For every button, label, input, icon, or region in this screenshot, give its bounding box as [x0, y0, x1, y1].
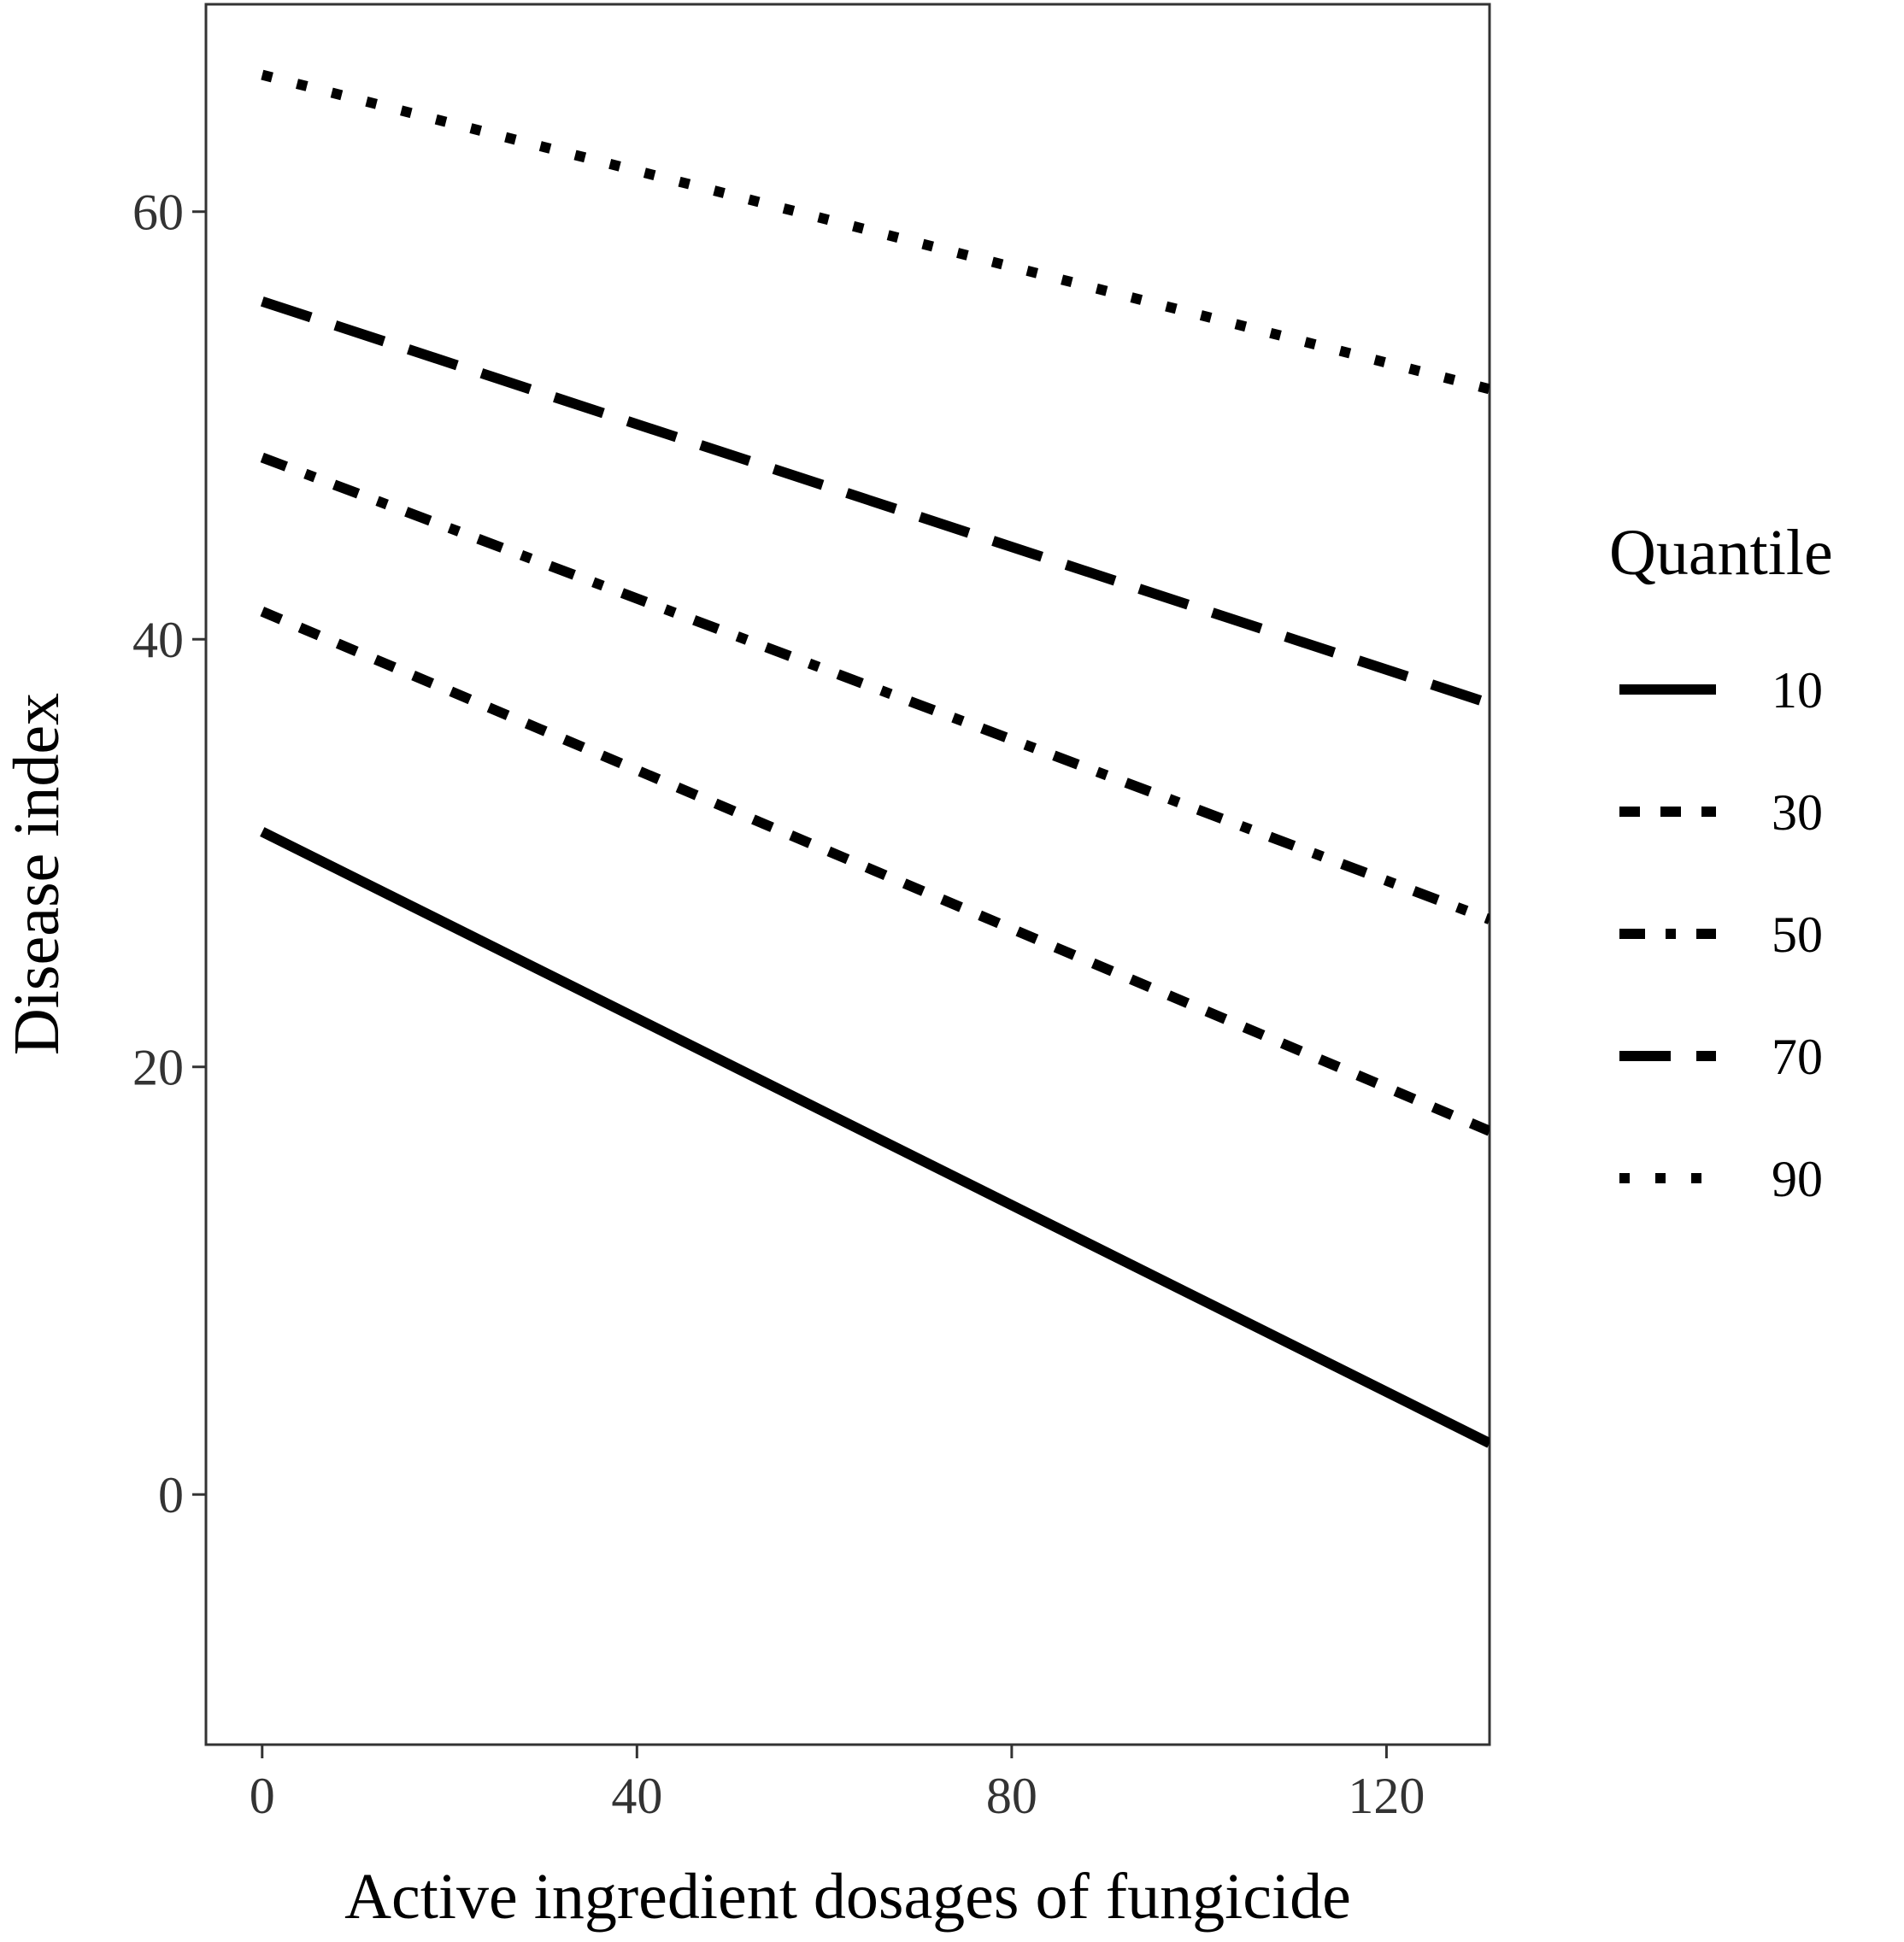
y-axis-title: Disease index: [1, 693, 73, 1055]
y-axis: 0 20 40 60: [132, 185, 206, 1523]
legend-label-10: 10: [1772, 662, 1823, 719]
y-tick-label: 60: [132, 185, 184, 241]
legend-label-50: 50: [1772, 906, 1823, 963]
x-tick-label: 40: [611, 1768, 662, 1824]
series-line-70: [260, 296, 1490, 709]
x-tick-label: 120: [1348, 1768, 1425, 1824]
y-tick-label: 20: [132, 1040, 184, 1096]
legend-label-90: 90: [1772, 1151, 1823, 1207]
x-axis-title: Active ingredient dosages of fungicide: [344, 1861, 1351, 1933]
legend-label-70: 70: [1772, 1029, 1823, 1085]
x-tick-label: 80: [986, 1768, 1037, 1824]
series-line-50: [260, 452, 1490, 924]
legend: 10 30 50 70 90: [1619, 662, 1823, 1207]
legend-label-30: 30: [1772, 784, 1823, 841]
plot-panel: [204, 3, 1491, 1746]
y-tick-label: 0: [158, 1467, 184, 1523]
series-layer: [260, 69, 1490, 1448]
x-axis: 0 40 80 120: [250, 1745, 1425, 1824]
x-tick-label: 0: [250, 1768, 275, 1824]
y-tick-label: 40: [132, 612, 184, 668]
legend-title: Quantile: [1609, 517, 1833, 589]
series-line-30: [260, 607, 1490, 1136]
series-line-10: [260, 827, 1490, 1448]
